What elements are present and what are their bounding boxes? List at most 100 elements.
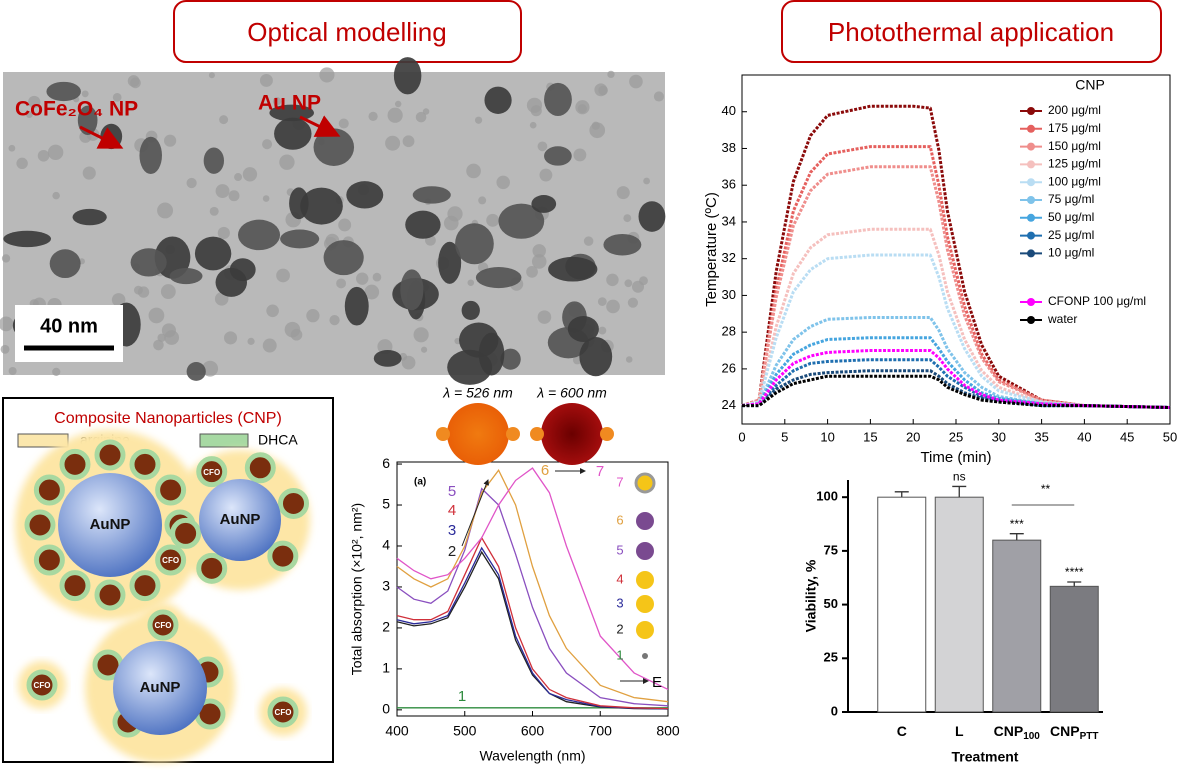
tem-particle (405, 210, 441, 239)
x-tick-label: L (955, 723, 964, 739)
cfo-particle (277, 487, 309, 519)
panel-title: Optical modelling (247, 17, 446, 47)
temperature-curve (741, 104, 1171, 409)
cfo-particle (267, 540, 299, 572)
legend-marker (1027, 213, 1035, 222)
y-tick-label: 30 (722, 287, 736, 302)
tem-particle (242, 167, 258, 182)
diagram: Composite Nanoparticles (CNP)arginineDHC… (15, 410, 310, 763)
temperature-curve (741, 349, 1171, 409)
tem-particle (329, 314, 340, 326)
tem-particle (624, 279, 633, 288)
tem-particle (486, 213, 500, 227)
legend-icon (636, 571, 654, 589)
cfo-label: CFO (155, 621, 172, 630)
title-box (173, 0, 522, 63)
legend-icon (636, 512, 654, 530)
tem-particle (262, 338, 277, 353)
tem-particle (594, 83, 608, 97)
legend-label: 3 (616, 595, 623, 610)
legend-icon (636, 542, 654, 560)
tem-particle (364, 284, 380, 300)
tem-particle (526, 97, 543, 113)
legend-label: 1 (616, 647, 623, 662)
field-map-small (530, 427, 544, 441)
tem-particle (413, 327, 429, 343)
bar (992, 539, 1042, 713)
tem-particle (28, 95, 41, 109)
tem-particle (112, 92, 122, 102)
tem-particle (420, 346, 428, 353)
tem-particle (455, 223, 494, 265)
error-bar (1009, 533, 1024, 541)
category-name: CNP (994, 723, 1024, 739)
tem-particle (643, 177, 651, 185)
legend-marker (1027, 298, 1035, 306)
cfo-particle (33, 544, 65, 576)
tem-particle (127, 75, 140, 87)
cfo-label: CFO (275, 708, 292, 717)
field-map-small (436, 427, 450, 441)
tem-particle (186, 177, 197, 189)
tem-particle (164, 134, 177, 147)
legend-marker (1027, 178, 1035, 187)
x-tick-label: 500 (453, 723, 477, 739)
tem-particle (529, 121, 537, 129)
tem-particle (603, 233, 642, 256)
tem-particle (597, 297, 607, 306)
y-tick-label: 2 (382, 619, 390, 635)
x-tick-label: 400 (385, 723, 409, 739)
tem-particle (625, 356, 633, 363)
tem-particle (467, 279, 475, 286)
y-tick-label: 6 (382, 455, 390, 471)
tem-particle (219, 115, 229, 125)
tem-particle (313, 128, 355, 166)
x-tick-label: CNPPTT (1050, 723, 1098, 742)
tem-particle (484, 86, 512, 114)
y-tick-label: 26 (722, 360, 736, 375)
tem-label: Au NP (258, 92, 321, 115)
tem-particle (49, 249, 81, 279)
tem-particle (229, 258, 256, 282)
tem-particle (606, 273, 619, 287)
category-sub: 100 (1023, 731, 1040, 742)
x-tick-label: C (897, 723, 907, 739)
tem-particle (531, 195, 557, 213)
y-tick-label: 38 (722, 140, 736, 155)
tem-particle (0, 316, 14, 332)
tem-particle (356, 272, 369, 285)
y-tick-label: 4 (382, 537, 390, 553)
tem-particle (639, 276, 648, 286)
tem-particle (259, 73, 273, 87)
legend-label: 4 (616, 571, 623, 586)
tem-particle (153, 339, 164, 351)
legend-label: 150 μg/ml (1048, 139, 1101, 153)
curve-label: 3 (448, 522, 456, 539)
tem-particle (82, 166, 96, 180)
tem-particle (579, 336, 613, 377)
tem-particle (548, 256, 598, 282)
x-axis-label: Treatment (952, 749, 1019, 765)
absorption-curve (396, 550, 669, 710)
cfo-particle (59, 570, 91, 602)
tem-particle (475, 267, 522, 289)
tem-particle (274, 117, 312, 150)
tem-particle (276, 268, 290, 283)
temperature-curve (741, 165, 1171, 409)
tem-particle (8, 366, 17, 376)
tem-particle (247, 337, 255, 345)
tem-particle (139, 136, 162, 175)
cfo-label: CFO (34, 681, 51, 690)
x-tick-label: 800 (656, 723, 680, 739)
tem-particle (638, 201, 666, 232)
y-axis-label: Total absorption (×10², nm²) (349, 503, 365, 675)
legend-label: 75 μg/ml (1048, 192, 1094, 206)
y-tick-label: 5 (382, 496, 390, 512)
legend-icon (642, 653, 648, 659)
cfo-particle (155, 474, 187, 506)
tem-particle (208, 72, 215, 79)
panel-label: (a) (414, 477, 426, 488)
x-axis-label: Time (min) (920, 449, 991, 466)
temperature-curve (741, 253, 1171, 409)
tem-particle (422, 108, 430, 115)
